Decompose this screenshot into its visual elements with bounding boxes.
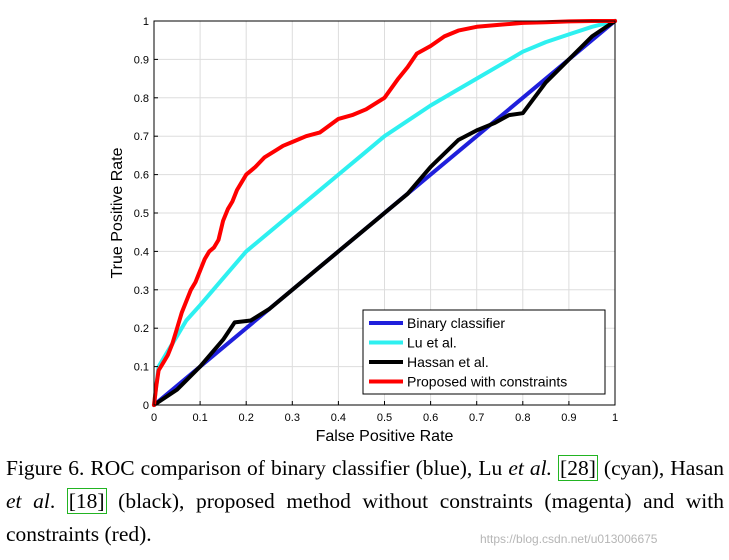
legend-box (362, 309, 606, 395)
y-tick-label-2: 0.2 (134, 323, 149, 335)
y-tick-label-10: 1 (143, 16, 149, 28)
legend-label-proposed-with-constraints: Proposed with constraints (407, 374, 567, 390)
legend-label-hassan-et-al: Hassan et al. (407, 354, 489, 370)
x-tick-label-5: 0.5 (377, 412, 392, 424)
roc-chart: 0 0.1 0.2 0.3 0.4 0.5 0.6 0.7 0.8 0.9 1 0 0.1 0.2 0.3 0… (109, 16, 618, 445)
y-tick-label-8: 0.8 (134, 93, 149, 105)
y-tick-label-6: 0.6 (134, 170, 149, 182)
reference-link-28[interactable]: [28] (558, 455, 598, 481)
caption-etal-2: et al (6, 489, 50, 513)
caption-part3: . (49, 489, 67, 513)
series-line-hassan-et-al (152, 19, 617, 407)
reference-link-18[interactable]: [18] (66, 488, 107, 514)
x-tick-label-8: 0.8 (515, 412, 530, 424)
y-tick-label-4: 0.4 (134, 246, 149, 258)
figure-caption: Figure 6. ROC comparison of binary class… (6, 452, 724, 551)
caption-etal-1: et al. (508, 456, 552, 480)
y-tick-label-5: 0.5 (134, 208, 149, 220)
x-tick-label-2: 0.2 (239, 412, 254, 424)
watermark-text: https://blog.csdn.net/u013006675 (480, 532, 658, 546)
y-axis-title: True Positive Rate (109, 147, 126, 278)
y-tick-label-9: 0.9 (134, 54, 149, 66)
x-tick-label-7: 0.7 (469, 412, 484, 424)
x-axis-title: False Positive Rate (316, 428, 454, 445)
legend-label-binary-classifier: Binary classifier (407, 315, 505, 331)
y-tick-label-0: 0 (143, 400, 149, 412)
x-tick-label-0: 0 (151, 412, 157, 424)
x-tick-label-6: 0.6 (423, 412, 438, 424)
x-tick-label-4: 0.4 (331, 412, 346, 424)
y-tick-label-3: 0.3 (134, 285, 149, 297)
caption-part1: Figure 6. ROC comparison of binary class… (6, 456, 509, 480)
caption-part4: (black), proposed method without constra… (6, 489, 724, 546)
x-tick-label-9: 0.9 (561, 412, 576, 424)
caption-part2: (cyan), Hasan (597, 456, 724, 480)
tick-labels: 0 0.1 0.2 0.3 0.4 0.5 0.6 0.7 0.8 0.9 1 0 0.1 0.2 0.3 0… (134, 16, 618, 424)
legend-label-lu-et-al: Lu et al. (407, 335, 457, 351)
x-tick-label-1: 0.1 (192, 412, 207, 424)
legend: Binary classifier Lu et al. Hassan et al. P… (362, 309, 606, 395)
series-layer (152, 19, 617, 407)
series-line-proposed-with-constraints (152, 19, 617, 407)
y-tick-label-1: 0.1 (134, 362, 149, 374)
y-tick-label-7: 0.7 (134, 131, 149, 143)
x-tick-label-3: 0.3 (285, 412, 300, 424)
series-line-lu-et-al (152, 19, 617, 407)
x-tick-label-10: 1 (612, 412, 618, 424)
